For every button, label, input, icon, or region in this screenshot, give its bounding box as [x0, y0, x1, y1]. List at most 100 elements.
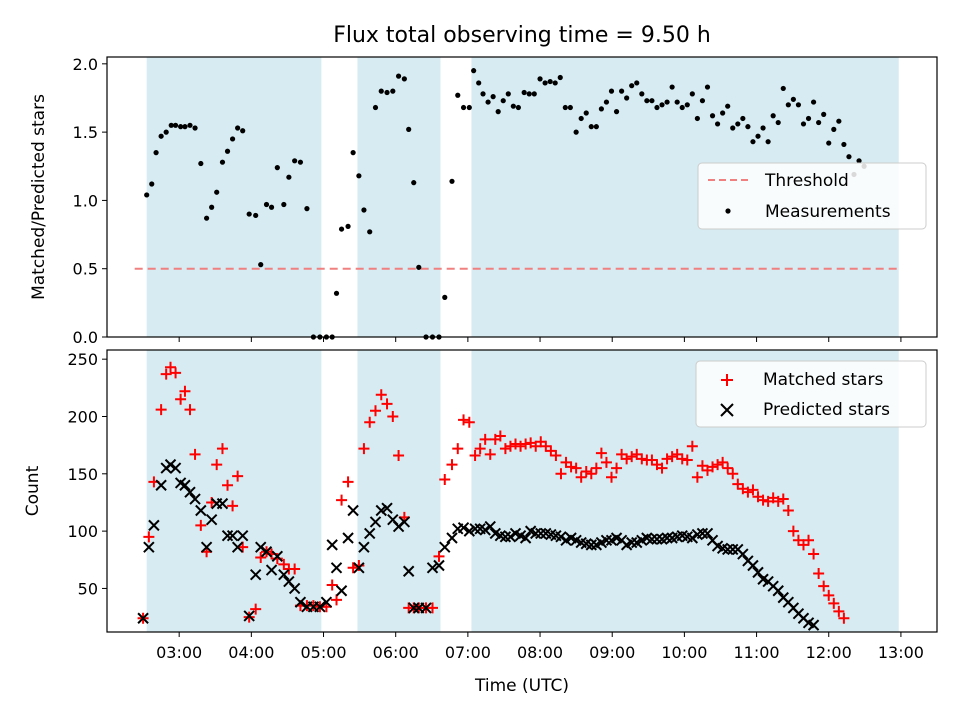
matched-point-127	[813, 568, 825, 580]
predicted-point-95	[651, 533, 663, 545]
measurement-point-83	[593, 124, 599, 130]
predicted-point-65	[499, 531, 512, 543]
matched-point-121	[782, 504, 794, 516]
measurement-point-89	[624, 95, 630, 101]
measurement-point-127	[816, 119, 822, 126]
matched-point-6	[170, 367, 182, 379]
predicted-point-62	[484, 520, 496, 533]
matched-point-35	[331, 594, 343, 606]
xtick-label-2: 05:00	[300, 643, 346, 662]
measurement-point-46	[395, 73, 402, 79]
predicted-point-112	[737, 548, 749, 560]
matched-point-10	[189, 448, 201, 460]
matched-point-110	[727, 468, 739, 480]
matched-point-58	[463, 416, 475, 428]
matched-point-22	[255, 551, 267, 563]
top-shaded-interval-1	[357, 57, 441, 337]
bottom-y-axis: 50 100 150 200 250	[67, 350, 107, 598]
measurement-point-119	[775, 119, 781, 126]
matched-point-128	[818, 580, 830, 592]
top-axes-frame	[106, 56, 938, 338]
predicted-point-49	[408, 602, 420, 614]
measurement-point-82	[588, 124, 594, 130]
matched-point-14	[211, 459, 223, 471]
measurement-point-1	[149, 181, 155, 187]
xtick-label-3: 06:00	[373, 643, 419, 662]
matched-point-17	[227, 500, 239, 512]
top-ytick-label-1: 0.5	[73, 260, 98, 279]
predicted-point-36	[335, 585, 348, 597]
measurement-point-56	[455, 92, 461, 98]
predicted-point-29	[294, 596, 307, 608]
predicted-point-25	[271, 550, 284, 563]
measurement-point-69	[521, 89, 527, 96]
measurement-point-47	[401, 76, 407, 82]
matched-point-61	[479, 433, 491, 445]
predicted-legend-label: Predicted stars	[763, 400, 890, 420]
bottom-legend-box	[695, 360, 927, 428]
top-legend: Threshold Measurements	[697, 162, 927, 230]
matched-point-37	[342, 476, 354, 488]
measurement-point-128	[821, 111, 827, 117]
measurement-point-54	[442, 294, 448, 300]
matched-point-34	[326, 579, 338, 591]
matched-point-11	[195, 519, 207, 531]
predicted-point-71	[530, 527, 542, 540]
measurement-point-45	[390, 88, 396, 94]
measurement-point-110	[730, 125, 736, 131]
matched-point-36	[336, 494, 348, 506]
top-y-axis: 0.0 0.5 1.0 1.5 2.0	[73, 55, 107, 347]
measurement-point-132	[841, 141, 847, 148]
measurement-point-39	[356, 173, 362, 179]
predicted-point-33	[320, 596, 333, 608]
measurement-point-6	[172, 122, 179, 128]
matched-point-113	[742, 486, 754, 498]
predicted-point-34	[326, 539, 338, 551]
matched-point-69	[520, 438, 532, 450]
predicted-point-2	[148, 519, 160, 532]
predicted-point-17	[226, 529, 239, 542]
matched-point-54	[439, 474, 451, 486]
predicted-point-8	[179, 479, 191, 491]
predicted-point-104	[696, 527, 709, 540]
predicted-point-97	[661, 532, 673, 544]
xtick-label-4: 07:00	[445, 643, 491, 662]
measurement-point-133	[846, 154, 852, 160]
measurement-point-77	[562, 104, 568, 111]
measurement-point-76	[557, 74, 563, 81]
measurement-point-125	[805, 115, 812, 122]
measurement-point-122	[790, 96, 796, 102]
predicted-point-38	[347, 504, 359, 517]
matched-point-62	[484, 448, 496, 460]
measurement-point-18	[235, 125, 241, 131]
measurement-point-118	[770, 113, 776, 119]
predicted-point-28	[288, 582, 301, 595]
measurement-point-19	[240, 128, 246, 134]
matched-point-16	[222, 479, 234, 491]
predicted-point-16	[221, 529, 234, 542]
matched-point-7	[175, 393, 187, 405]
measurement-point-37	[345, 223, 351, 229]
measurement-point-92	[639, 91, 645, 97]
predicted-point-32	[314, 601, 326, 613]
matched-point-57	[458, 414, 470, 426]
measurement-point-63	[490, 94, 496, 100]
predicted-point-19	[236, 529, 249, 542]
xtick-label-0: 03:00	[156, 643, 202, 662]
measurement-point-13	[209, 204, 215, 210]
measurement-point-65	[500, 98, 506, 104]
measurement-point-105	[704, 84, 711, 90]
matched-point-46	[393, 449, 405, 461]
measurement-point-73	[542, 80, 548, 86]
predicted-point-39	[353, 562, 365, 574]
predicted-point-13	[205, 513, 218, 526]
top-shaded-interval-0	[146, 57, 322, 337]
matched-point-109	[722, 462, 734, 474]
matched-point-8	[179, 385, 191, 397]
measurement-point-108	[720, 110, 726, 116]
measurement-point-36	[338, 226, 345, 232]
xtick-label-1: 04:00	[228, 643, 274, 662]
predicted-point-115	[752, 566, 764, 579]
bottom-legend: Matched stars Predicted stars	[695, 360, 927, 428]
measurement-point-8	[182, 124, 188, 130]
